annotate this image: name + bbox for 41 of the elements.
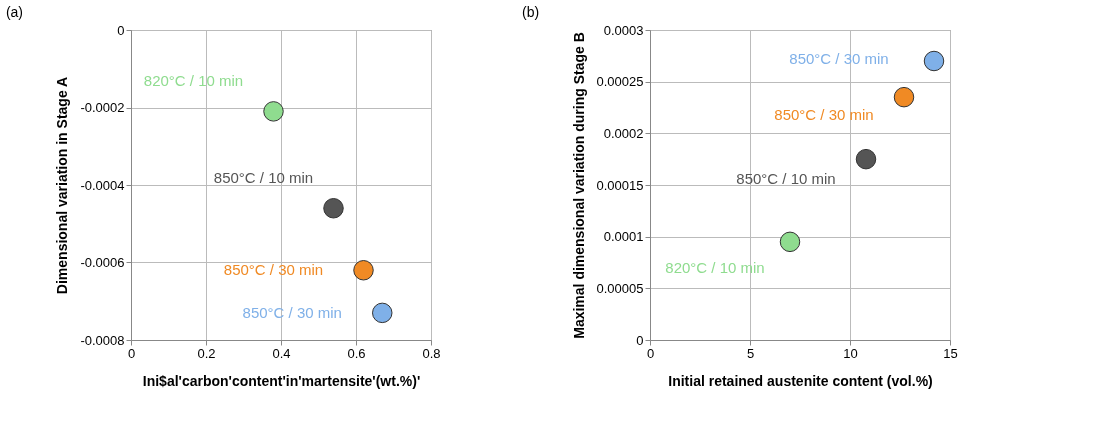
point [855, 148, 877, 170]
text: 850°C / 30 min [789, 50, 889, 67]
text: 850°C / 30 min [242, 303, 342, 321]
y-tick-label: 0.00015 [596, 177, 644, 193]
x-tick-label: 5 [746, 345, 755, 361]
y-tick-label: 0 [117, 22, 125, 38]
y-tick-label: 0 [636, 332, 644, 348]
y-axis-title: Maximal dimensional variation during Stage B [570, 32, 587, 339]
x-axis-title: Initial retained austenite content (vol.%) [668, 372, 933, 389]
point [372, 302, 393, 324]
x-tick-label: 0.2 [197, 345, 216, 361]
x-tick-label: 15 [943, 345, 958, 361]
point [923, 50, 945, 72]
y-tick-label: -0.0008 [80, 332, 125, 348]
y-tick-label: -0.0006 [80, 255, 125, 270]
point [893, 86, 915, 108]
x-tick-label: 0 [646, 345, 655, 361]
y-tick-label: 0.0001 [603, 229, 644, 245]
series-label: 850°C / 30 min [774, 106, 874, 124]
y-tick-label: 0.00005 [596, 280, 644, 296]
point [353, 260, 374, 281]
text: 850°C / 30 min [223, 261, 324, 279]
x-tick-label: 0.4 [272, 345, 291, 361]
y-tick-label: 0.0003 [603, 22, 644, 38]
y-tick-label: -0.0002 [80, 100, 125, 115]
y-tick-label: -0.0004 [80, 177, 125, 193]
x-axis-title: Ini$al'carbon'content'in'martensite'(wt.%)' [142, 372, 421, 389]
point [779, 231, 801, 253]
series-label: 850°C / 10 min [736, 170, 836, 188]
y-tick-label: 0.00025 [596, 74, 644, 90]
y-tick-label: 0.0002 [603, 125, 644, 141]
text: (b) [522, 4, 540, 20]
text: (a) [5, 4, 24, 20]
x-tick-label: 0.6 [347, 345, 366, 361]
point [323, 198, 344, 219]
x-tick-label: 0 [127, 345, 136, 361]
series-label: 850°C / 10 min [213, 169, 314, 187]
x-tick-label: 10 [843, 345, 858, 361]
point [263, 101, 284, 122]
y-axis-title: Dimensional variation in Stage A [54, 76, 71, 295]
x-tick-label: 0.8 [422, 345, 441, 361]
